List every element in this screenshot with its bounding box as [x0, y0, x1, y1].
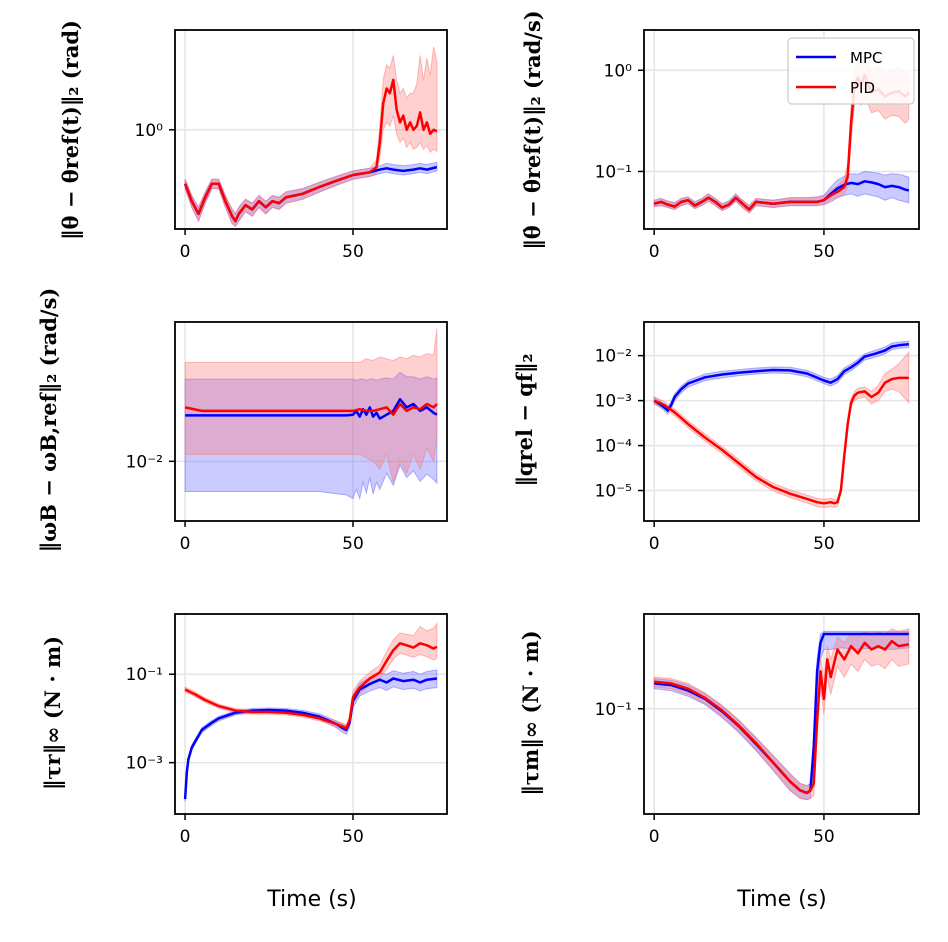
panel-angle-error: ‖θ − θref(t)‖₂ (rad) 0 50 10⁰	[58, 20, 448, 262]
y-tick-label-0: 10⁰	[135, 121, 164, 141]
y-tick-label-1: 10⁻¹	[126, 665, 163, 685]
y-tick-label-2: 10⁻³	[595, 392, 632, 412]
y-tick-label-0: 10⁻³	[126, 754, 163, 774]
x-tick-label-1: 50	[342, 534, 364, 554]
line-pid	[184, 402, 438, 416]
y-tick-label-0: 10⁻¹	[595, 700, 632, 720]
panel-quaternion-error: ‖qrel − qf‖₂ 0 50 10⁻⁵ 10⁻⁴ 10⁻³ 10⁻²	[512, 321, 920, 554]
line-pid	[654, 639, 910, 795]
band-pid	[653, 628, 910, 801]
plot-area	[183, 46, 438, 228]
legend-pid-label: PID	[850, 79, 875, 97]
ylabel-quaternion-error: ‖qrel − qf‖₂	[512, 353, 537, 486]
y-tick-label-1: 10⁰	[604, 61, 633, 81]
xlabel-time-left: Time (s)	[266, 887, 356, 912]
plot-area	[184, 328, 438, 501]
ylabel-angle-error: ‖θ − θref(t)‖₂ (rad)	[58, 20, 83, 240]
line-mpc	[185, 397, 438, 420]
y-tick-label-0: 10⁻¹	[595, 162, 632, 182]
band-pid	[184, 328, 438, 485]
y-tick-label-3: 10⁻²	[595, 347, 632, 367]
plot-area	[653, 340, 910, 509]
x-tick-label-1: 50	[342, 242, 364, 262]
x-tick-label-1: 50	[813, 827, 835, 847]
band-mpc	[184, 371, 438, 501]
axes-frame	[643, 613, 920, 815]
panel-reaction-torque: ‖τr‖∞ (N · m) Time (s) 0 50 10⁻³ 10⁻¹	[40, 613, 448, 912]
ylabel-body-rate-error: ‖ωB − ωB,ref‖₂ (rad/s)	[36, 288, 61, 553]
plot-area	[183, 621, 438, 802]
line-pid	[183, 78, 438, 223]
ylabel-angular-rate-error: ‖θ̇ − θ̇ref(t)‖₂ (rad/s)	[520, 10, 545, 250]
ylabel-reaction-torque: ‖τr‖∞ (N · m)	[40, 636, 65, 790]
x-tick-label-0: 0	[649, 534, 660, 554]
x-tick-label-0: 0	[180, 534, 191, 554]
ylabel-magnetic-torque: ‖τm‖∞ (N · m)	[518, 630, 543, 795]
legend: MPC PID	[787, 37, 915, 105]
line-pid	[184, 642, 438, 730]
x-tick-label-1: 50	[813, 534, 835, 554]
xlabel-time-right: Time (s)	[736, 887, 826, 912]
y-tick-label-1: 10⁻⁴	[595, 437, 633, 457]
legend-mpc-label: MPC	[850, 49, 882, 67]
x-tick-label-1: 50	[342, 827, 364, 847]
y-tick-label-0: 10⁻²	[126, 452, 163, 472]
x-tick-label-0: 0	[180, 827, 191, 847]
axes-frame	[643, 29, 920, 230]
axes-frame	[174, 321, 448, 522]
x-tick-label-0: 0	[180, 242, 191, 262]
band-pid	[653, 350, 910, 509]
axes-frame	[174, 613, 448, 815]
plot-area	[653, 628, 910, 801]
line-mpc	[653, 342, 909, 412]
axes-frame	[643, 321, 920, 522]
y-tick-label-0: 10⁻⁵	[595, 482, 632, 502]
x-tick-label-0: 0	[649, 827, 660, 847]
x-tick-label-1: 50	[813, 242, 835, 262]
panel-magnetic-torque: ‖τm‖∞ (N · m) Time (s) 0 50 10⁻¹	[518, 613, 920, 912]
line-pid	[653, 376, 909, 505]
x-tick-label-0: 0	[649, 242, 660, 262]
panel-body-rate-error: ‖ωB − ωB,ref‖₂ (rad/s) 0 50 10⁻²	[36, 288, 448, 554]
